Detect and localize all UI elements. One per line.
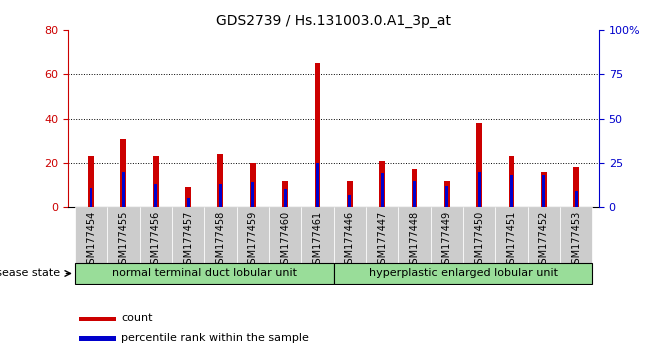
Text: GSM177451: GSM177451: [506, 211, 517, 270]
Text: GSM177461: GSM177461: [312, 211, 322, 270]
Text: normal terminal duct lobular unit: normal terminal duct lobular unit: [112, 268, 297, 278]
Bar: [120, 138, 126, 207]
Bar: [204, 207, 236, 264]
Bar: [333, 263, 592, 284]
Bar: [301, 207, 333, 264]
Bar: [107, 207, 139, 264]
Bar: [542, 175, 546, 207]
Bar: [284, 189, 286, 207]
Text: GSM177447: GSM177447: [377, 211, 387, 270]
Bar: [510, 175, 513, 207]
Bar: [90, 188, 92, 207]
Bar: [444, 181, 450, 207]
Title: GDS2739 / Hs.131003.0.A1_3p_at: GDS2739 / Hs.131003.0.A1_3p_at: [216, 14, 451, 28]
Text: GSM177454: GSM177454: [86, 211, 96, 270]
Bar: [314, 63, 320, 207]
Text: GSM177452: GSM177452: [539, 211, 549, 270]
Text: hyperplastic enlarged lobular unit: hyperplastic enlarged lobular unit: [368, 268, 557, 278]
Text: GSM177459: GSM177459: [248, 211, 258, 270]
Bar: [575, 191, 577, 207]
Text: GSM177448: GSM177448: [409, 211, 419, 270]
Bar: [478, 172, 480, 207]
Bar: [508, 156, 514, 207]
Bar: [282, 181, 288, 207]
Bar: [251, 182, 254, 207]
Bar: [398, 207, 431, 264]
Bar: [560, 207, 592, 264]
Bar: [236, 207, 269, 264]
Bar: [172, 207, 204, 264]
Text: GSM177450: GSM177450: [474, 211, 484, 270]
Text: GSM177456: GSM177456: [150, 211, 161, 270]
Bar: [411, 170, 417, 207]
Bar: [348, 195, 352, 207]
Bar: [477, 123, 482, 207]
Bar: [541, 172, 547, 207]
Bar: [187, 198, 189, 207]
Bar: [445, 186, 449, 207]
Bar: [219, 184, 222, 207]
Bar: [366, 207, 398, 264]
Text: count: count: [121, 313, 153, 324]
Text: GSM177446: GSM177446: [345, 211, 355, 270]
Text: percentile rank within the sample: percentile rank within the sample: [121, 332, 309, 343]
Text: GSM177449: GSM177449: [442, 211, 452, 270]
Bar: [88, 156, 94, 207]
Bar: [75, 263, 333, 284]
Bar: [528, 207, 560, 264]
Bar: [217, 154, 223, 207]
Bar: [79, 336, 116, 341]
Bar: [79, 317, 116, 321]
Text: GSM177458: GSM177458: [215, 211, 225, 270]
Bar: [431, 207, 463, 264]
Bar: [122, 172, 125, 207]
Bar: [154, 184, 157, 207]
Bar: [574, 167, 579, 207]
Bar: [381, 173, 383, 207]
Bar: [333, 207, 366, 264]
Bar: [380, 161, 385, 207]
Bar: [250, 163, 256, 207]
Bar: [463, 207, 495, 264]
Bar: [139, 207, 172, 264]
Text: GSM177460: GSM177460: [280, 211, 290, 270]
Text: GSM177457: GSM177457: [183, 211, 193, 270]
Bar: [75, 207, 107, 264]
Bar: [153, 156, 159, 207]
Text: GSM177455: GSM177455: [118, 211, 128, 270]
Text: disease state: disease state: [0, 268, 61, 278]
Bar: [316, 163, 319, 207]
Bar: [347, 181, 353, 207]
Bar: [413, 181, 416, 207]
Text: GSM177453: GSM177453: [572, 211, 581, 270]
Bar: [185, 187, 191, 207]
Bar: [269, 207, 301, 264]
Bar: [495, 207, 528, 264]
